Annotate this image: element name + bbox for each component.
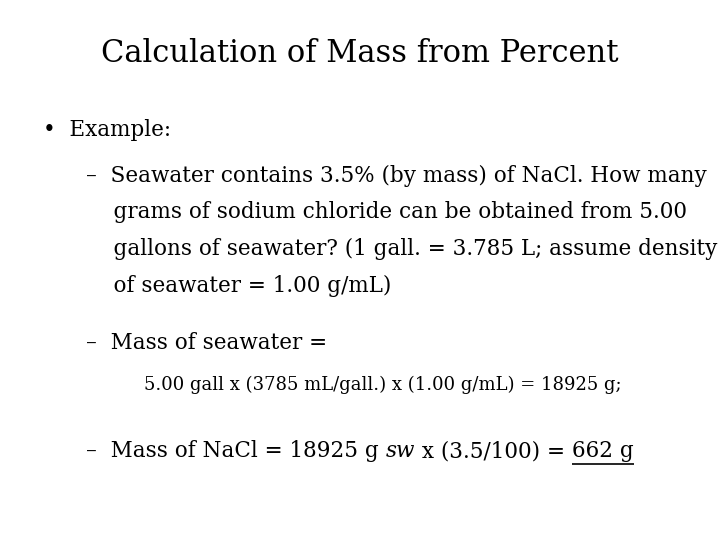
Text: sw: sw — [386, 440, 415, 462]
Text: 662 g: 662 g — [572, 440, 634, 462]
Text: •  Example:: • Example: — [43, 119, 171, 141]
Text: –  Seawater contains 3.5% (by mass) of NaCl. How many: – Seawater contains 3.5% (by mass) of Na… — [86, 165, 707, 187]
Text: grams of sodium chloride can be obtained from 5.00: grams of sodium chloride can be obtained… — [86, 201, 688, 224]
Text: Calculation of Mass from Percent: Calculation of Mass from Percent — [102, 38, 618, 69]
Text: of seawater = 1.00 g/mL): of seawater = 1.00 g/mL) — [86, 275, 392, 297]
Text: 5.00 gall x (3785 mL/gall.) x (1.00 g/mL) = 18925 g;: 5.00 gall x (3785 mL/gall.) x (1.00 g/mL… — [144, 375, 621, 394]
Text: –  Mass of seawater =: – Mass of seawater = — [86, 332, 328, 354]
Text: –  Mass of NaCl = 18925 g: – Mass of NaCl = 18925 g — [86, 440, 386, 462]
Text: gallons of seawater? (1 gall. = 3.785 L; assume density: gallons of seawater? (1 gall. = 3.785 L;… — [86, 238, 718, 260]
Text: x (3.5/100) =: x (3.5/100) = — [415, 440, 572, 462]
